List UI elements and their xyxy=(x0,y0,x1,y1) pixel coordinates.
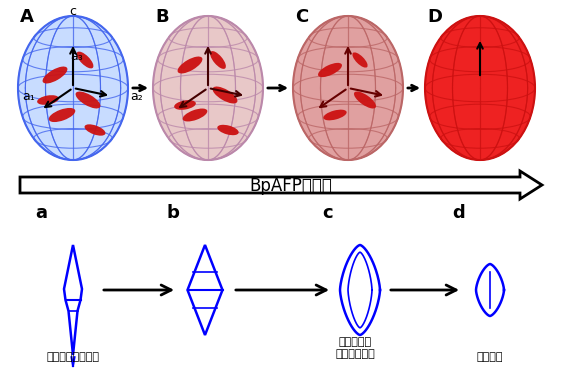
Text: a: a xyxy=(35,204,47,222)
Text: B: B xyxy=(155,8,169,26)
Ellipse shape xyxy=(153,16,263,160)
Ellipse shape xyxy=(49,108,75,122)
Text: バイピラミッド型: バイピラミッド型 xyxy=(46,352,100,362)
Ellipse shape xyxy=(425,16,535,160)
Text: A: A xyxy=(20,8,34,26)
Ellipse shape xyxy=(293,16,403,160)
Ellipse shape xyxy=(178,56,202,73)
Text: b: b xyxy=(167,204,180,222)
Ellipse shape xyxy=(213,86,237,103)
Ellipse shape xyxy=(323,110,347,120)
Ellipse shape xyxy=(77,52,93,68)
Ellipse shape xyxy=(183,109,207,121)
Text: 縮小して行く: 縮小して行く xyxy=(335,349,375,359)
Ellipse shape xyxy=(354,91,376,109)
Text: a₂: a₂ xyxy=(130,90,143,103)
Ellipse shape xyxy=(318,63,342,77)
Ellipse shape xyxy=(37,95,59,105)
Text: a₃: a₃ xyxy=(70,50,83,63)
Text: a₁: a₁ xyxy=(22,90,35,103)
Text: BpAFPの濃度: BpAFPの濃度 xyxy=(250,177,332,195)
Ellipse shape xyxy=(84,124,105,136)
Ellipse shape xyxy=(43,67,67,83)
Ellipse shape xyxy=(352,52,367,68)
Ellipse shape xyxy=(174,100,196,110)
Ellipse shape xyxy=(76,91,100,108)
Text: レモン型: レモン型 xyxy=(477,352,503,362)
Text: C: C xyxy=(295,8,308,26)
Ellipse shape xyxy=(217,125,239,135)
Text: d: d xyxy=(452,204,465,222)
Text: D: D xyxy=(427,8,442,26)
Text: c: c xyxy=(322,204,333,222)
Text: 角が取れて: 角が取れて xyxy=(339,337,372,347)
Text: c: c xyxy=(70,5,77,18)
FancyArrow shape xyxy=(20,171,542,199)
Ellipse shape xyxy=(18,16,128,160)
Ellipse shape xyxy=(210,51,226,69)
